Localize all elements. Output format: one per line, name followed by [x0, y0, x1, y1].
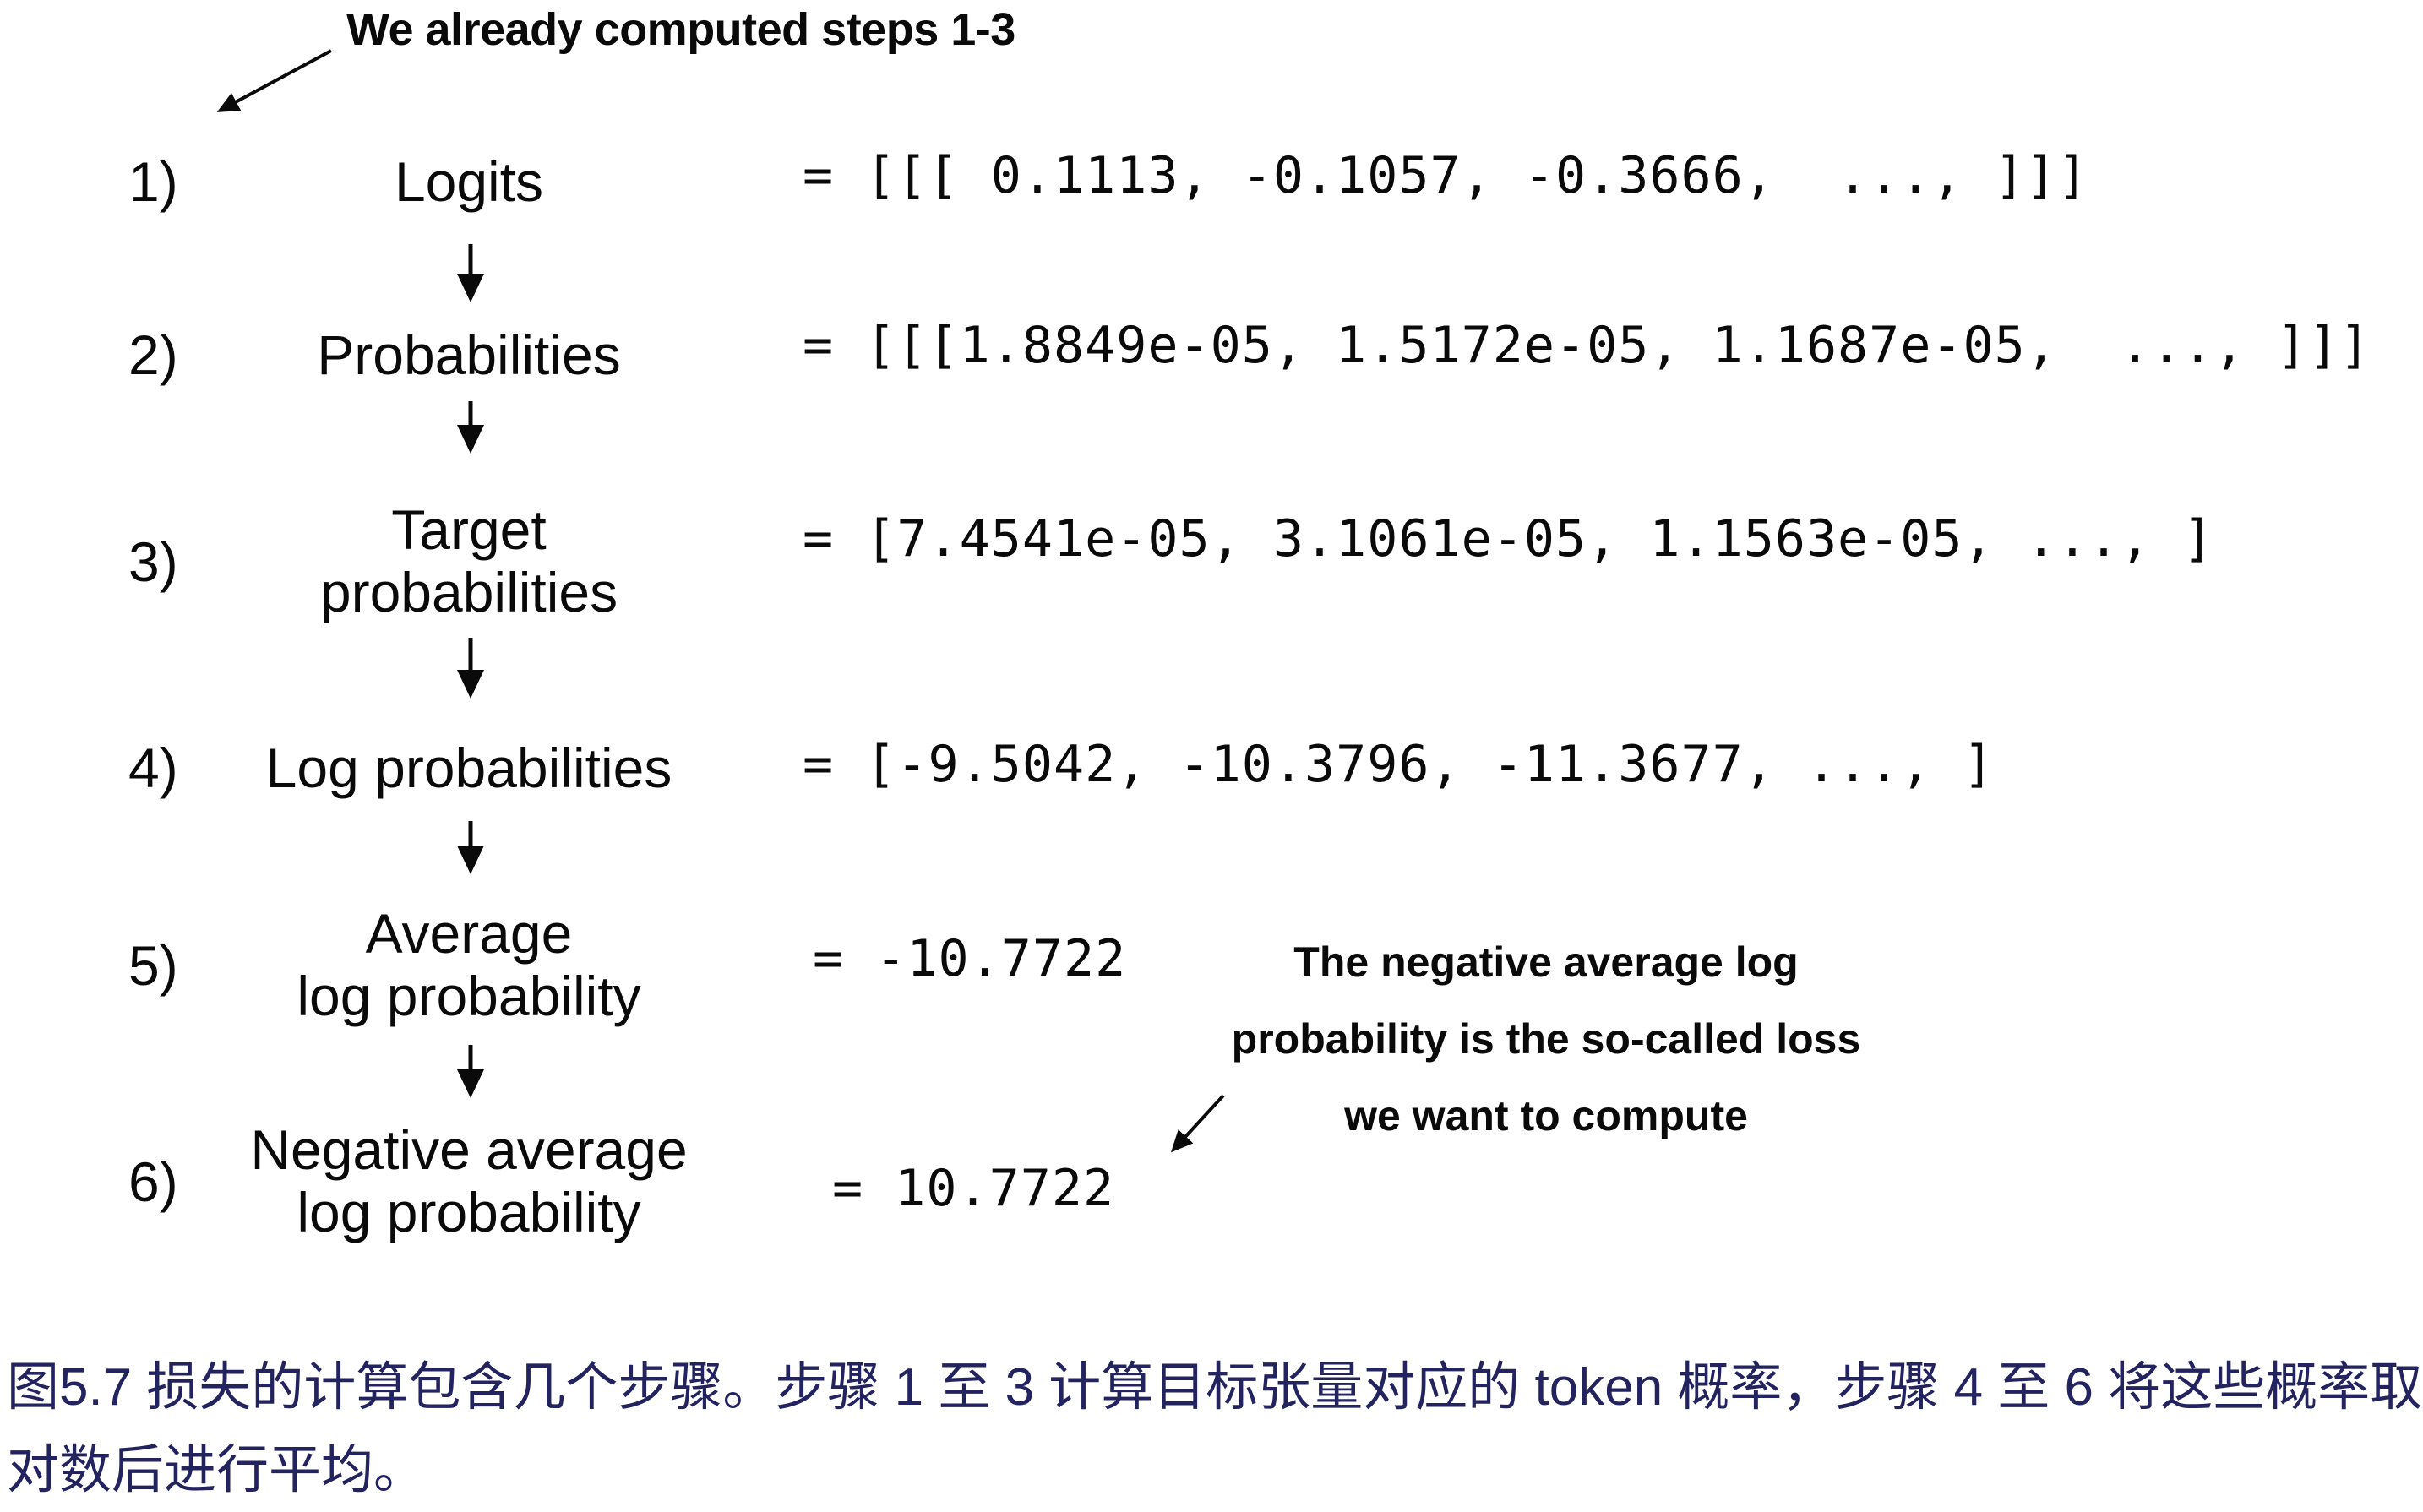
step-1-value: = [[[ 0.1113, -0.1057, -0.3666, ..., ]]] — [803, 146, 2089, 205]
annotation-top-arrow-icon — [216, 49, 332, 112]
figure-caption: 图5.7 损失的计算包含几个步骤。步骤 1 至 3 计算目标张量对应的 toke… — [7, 1346, 2423, 1512]
step-1-number: 1) — [128, 150, 178, 213]
step-3-label: Target probabilities — [194, 498, 743, 623]
step-2-label: Probabilities — [317, 324, 621, 386]
figure-caption-line-2: 对数后进行平均。 — [7, 1441, 427, 1499]
step-3-label-line-1: Target — [391, 498, 547, 561]
step-1-label: Logits — [394, 150, 544, 213]
annotation-loss-explanation: The negative average log probability is … — [1183, 924, 1909, 1155]
annotation-loss-line-3: we want to compute — [1344, 1092, 1748, 1139]
figure-caption-line-1: 图5.7 损失的计算包含几个步骤。步骤 1 至 3 计算目标张量对应的 toke… — [7, 1358, 2423, 1417]
step-2-number: 2) — [128, 324, 178, 386]
step-3-number: 3) — [128, 530, 178, 593]
annotation-loss-line-2: probability is the so-called loss — [1231, 1015, 1861, 1063]
step-5-label-line-2: log probability — [297, 965, 641, 1027]
step-3-label-line-2: probabilities — [319, 561, 618, 623]
step-3-value: = [7.4541e-05, 3.1061e-05, 1.1563e-05, .… — [803, 509, 2214, 568]
annotation-loss-line-1: The negative average log — [1293, 938, 1799, 986]
step-5-number: 5) — [128, 934, 178, 997]
step-4-value: = [-9.5042, -10.3796, -11.3677, ..., ] — [803, 735, 1995, 794]
step-6-label-line-2: log probability — [297, 1181, 641, 1243]
step-6-value: = 10.7722 — [832, 1159, 1115, 1218]
step-6-label-line-1: Negative average — [250, 1118, 688, 1181]
step-6-number: 6) — [128, 1150, 178, 1213]
step-5-value: = -10.7722 — [813, 929, 1127, 988]
step-5-label: Average log probability — [194, 902, 743, 1027]
step-5-label-line-1: Average — [365, 902, 573, 965]
step-6-label: Negative average log probability — [194, 1118, 743, 1243]
step-2-value: = [[[1.8849e-05, 1.5172e-05, 1.1687e-05,… — [803, 316, 2371, 375]
step-4-number: 4) — [128, 737, 178, 799]
annotation-steps-already-computed: We already computed steps 1-3 — [346, 4, 1015, 55]
step-4-label: Log probabilities — [265, 737, 672, 799]
